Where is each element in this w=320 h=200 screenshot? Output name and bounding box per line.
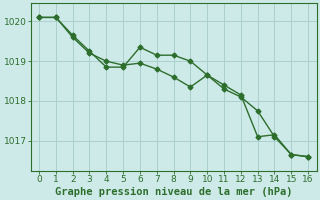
X-axis label: Graphe pression niveau de la mer (hPa): Graphe pression niveau de la mer (hPa) <box>55 186 292 197</box>
